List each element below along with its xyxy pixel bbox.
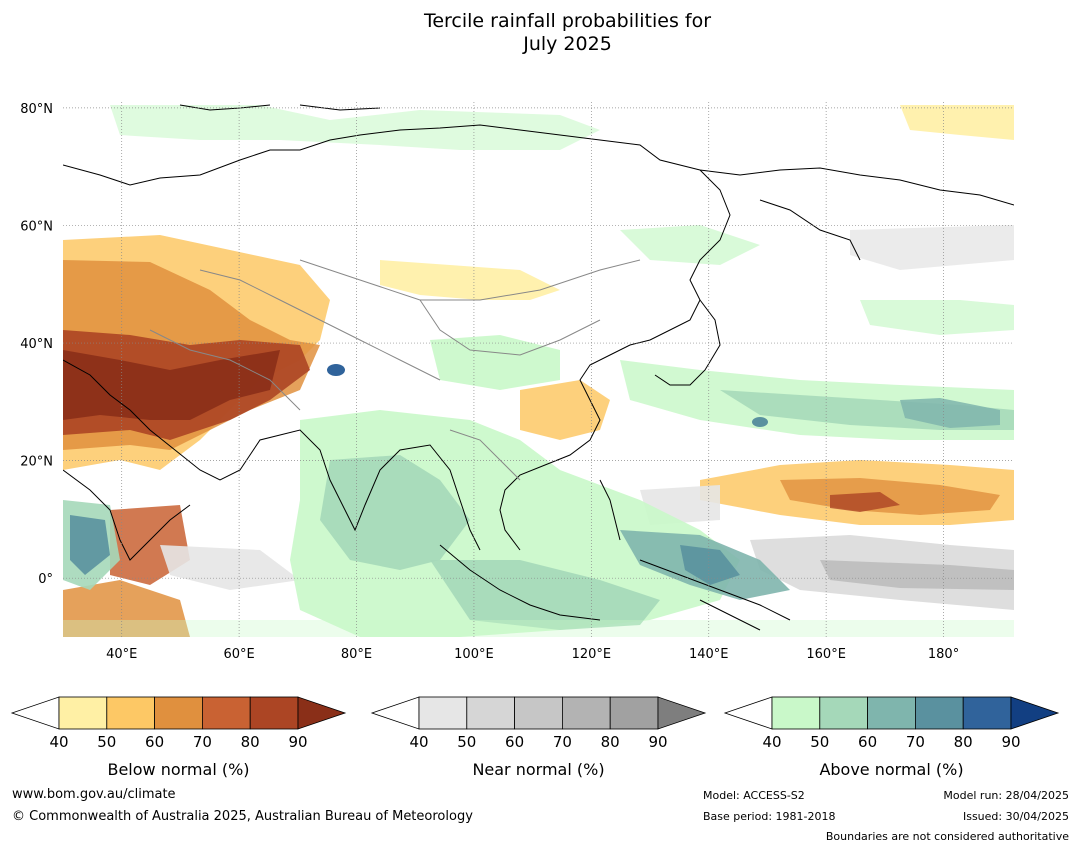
colorbar-tick-label: 50 [457,733,476,751]
coastlines [63,104,1014,631]
latitude-labels: 80°N 60°N 40°N 20°N 0° [20,102,53,587]
colorbar-tick-label: 60 [505,733,524,751]
latitude-label: 80°N [20,102,53,117]
colorbar-tick-label: 70 [906,733,925,751]
colorbar-max-extension [657,696,707,730]
latitude-label: 0° [38,572,53,587]
colorbar-segment [609,696,659,730]
colorbar-tick-label: 60 [858,733,877,751]
longitude-label: 80°E [341,647,372,662]
longitude-label: 120°E [572,647,612,662]
footer-disclaimer: Boundaries are not considered authoritat… [825,830,1069,843]
latitude-label: 40°N [20,337,53,352]
footer-model-run: Model run: 28/04/2025 [943,789,1069,802]
colorbar-segment [201,696,251,730]
boundaries [149,259,641,481]
colorbar-segment [514,696,563,730]
colorbar-tick-label: 40 [409,733,428,751]
colorbar-segment [249,696,299,730]
graticule [63,102,1014,637]
longitude-label: 160°E [806,647,846,662]
map-title-line1: Tercile rainfall probabilities for [423,10,712,32]
longitude-label: 100°E [454,647,494,662]
colorbar-max-extension [297,696,347,730]
colorbar-tick-label: 40 [49,733,68,751]
probability-shading [63,105,1014,637]
colorbar-tick-label: 50 [97,733,116,751]
footer-issued: Issued: 30/04/2025 [962,810,1069,823]
colorbar-tick-label: 50 [810,733,829,751]
colorbar-min-extension [370,696,420,730]
colorbar-max-extension [1010,696,1060,730]
colorbar-segment [466,696,515,730]
colorbar-tick-label: 90 [648,733,667,751]
footer-model: Model: ACCESS-S2 [703,789,805,802]
footer-copyright: © Commonwealth of Australia 2025, Austra… [12,809,473,824]
colorbar-tick-label: 60 [145,733,164,751]
colorbar-3: 40 50 60 70 80 90 Above normal (%) [723,696,1060,779]
colorbar-tick-label: 80 [241,733,260,751]
colorbar-segment [915,696,964,730]
colorbar-segment [962,696,1012,730]
latitude-label: 60°N [20,219,53,234]
colorbar-segment [867,696,916,730]
longitude-label: 180° [928,647,959,662]
colorbar-tick-label: 80 [601,733,620,751]
colorbar-tick-label: 70 [193,733,212,751]
colorbar-tick-label: 40 [762,733,781,751]
map-title-line2: July 2025 [523,33,612,55]
colorbar-segment [58,696,108,730]
colorbar-segment [819,696,868,730]
footer-url: www.bom.gov.au/climate [12,787,176,802]
colorbar-min-extension [10,696,60,730]
colorbar-2: 40 50 60 70 80 90 Near normal (%) [370,696,707,779]
colorbar-segment [771,696,821,730]
colorbar-1: 40 50 60 70 80 90 Below normal (%) [10,696,347,779]
longitude-label: 60°E [223,647,254,662]
colorbar-tick-label: 90 [288,733,307,751]
colorbar-label: Near normal (%) [472,760,604,779]
colorbar-segment [418,696,468,730]
latitude-label: 20°N [20,455,53,470]
colorbars: 40 50 60 70 80 90 Below normal (%) 40 50 60 70 80 90… [10,696,1060,779]
footer-base-period: Base period: 1981-2018 [703,810,836,823]
colorbar-segment [562,696,611,730]
longitude-labels: 40°E 60°E 80°E 100°E 120°E 140°E 160°E 180° [106,647,959,662]
colorbar-label: Above normal (%) [819,760,963,779]
colorbar-tick-label: 90 [1001,733,1020,751]
colorbar-segment [154,696,203,730]
colorbar-label: Below normal (%) [107,760,249,779]
colorbar-min-extension [723,696,773,730]
longitude-label: 40°E [106,647,137,662]
longitude-label: 140°E [689,647,729,662]
colorbar-segment [106,696,156,730]
colorbar-tick-label: 70 [553,733,572,751]
colorbar-tick-label: 80 [954,733,973,751]
